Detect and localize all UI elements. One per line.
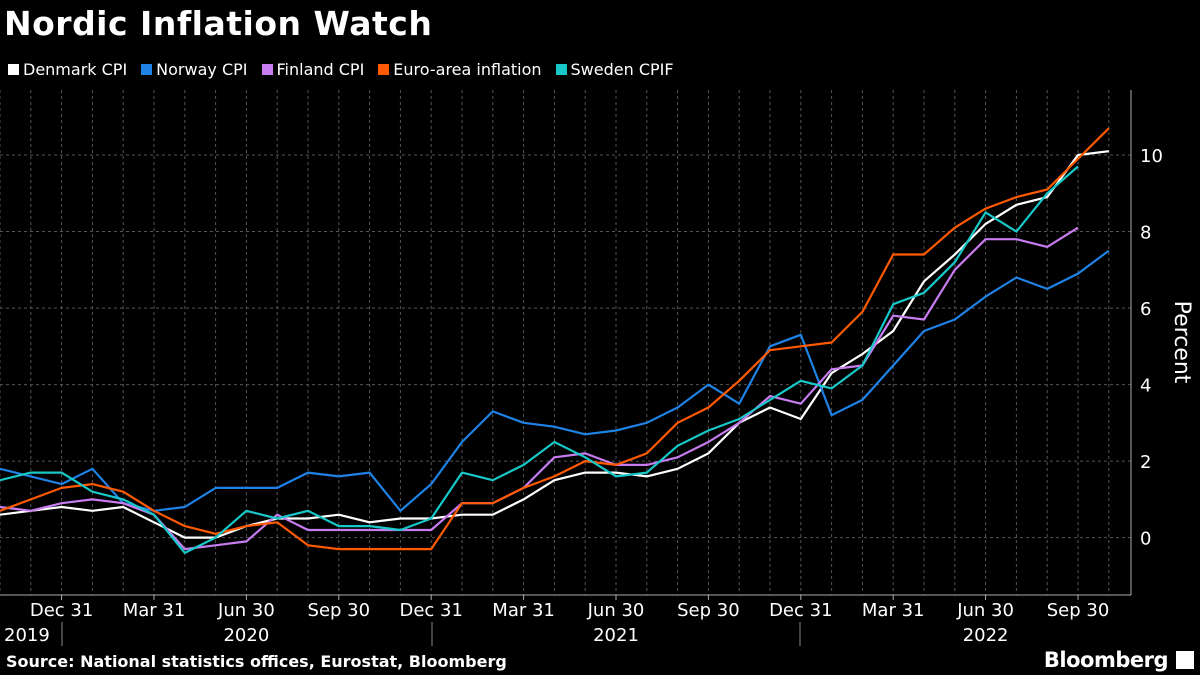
x-tick-label: Mar 31 bbox=[123, 600, 186, 621]
chart-title: Nordic Inflation Watch bbox=[4, 4, 433, 43]
legend-item: Norway CPI bbox=[141, 60, 248, 79]
x-tick-label: Mar 31 bbox=[862, 600, 925, 621]
x-tick-label: Dec 31 bbox=[769, 600, 832, 621]
y-axis-label: Percent bbox=[1169, 301, 1194, 384]
y-tick-label: 0 bbox=[1140, 529, 1151, 550]
y-tick-label: 8 bbox=[1140, 223, 1151, 244]
legend-item: Euro-area inflation bbox=[378, 60, 542, 79]
legend-swatch bbox=[8, 64, 19, 75]
bloomberg-logo: Bloomberg bbox=[1043, 648, 1169, 672]
legend-swatch bbox=[555, 64, 567, 75]
year-label: 2021 bbox=[593, 625, 639, 646]
year-label: 2019 bbox=[4, 625, 50, 646]
x-tick-label: Sep 30 bbox=[308, 600, 371, 621]
x-tick-label: Jun 30 bbox=[217, 600, 275, 621]
legend-label: Sweden CPIF bbox=[570, 60, 674, 79]
y-tick-label: 2 bbox=[1140, 452, 1151, 473]
legend-label: Finland CPI bbox=[276, 60, 365, 79]
series-line-sweden-cpif bbox=[0, 165, 1079, 554]
x-tick-label: Mar 31 bbox=[492, 600, 555, 621]
year-label: 2022 bbox=[963, 625, 1009, 646]
x-tick-label: Dec 31 bbox=[30, 600, 93, 621]
legend-item: Sweden CPIF bbox=[555, 60, 674, 79]
x-tick-label: Jun 30 bbox=[587, 600, 645, 621]
legend-swatch bbox=[378, 64, 390, 75]
x-tick-label: Sep 30 bbox=[1047, 600, 1110, 621]
legend-label: Euro-area inflation bbox=[393, 60, 542, 79]
legend-label: Denmark CPI bbox=[23, 60, 128, 79]
legend-swatch bbox=[261, 64, 273, 75]
legend-label: Norway CPI bbox=[156, 60, 248, 79]
bloomberg-icon bbox=[1176, 651, 1194, 669]
source-note: Source: National statistics offices, Eur… bbox=[6, 652, 507, 671]
legend-item: Denmark CPI bbox=[8, 60, 127, 79]
x-tick-label: Sep 30 bbox=[677, 600, 740, 621]
legend-swatch bbox=[141, 64, 153, 75]
y-tick-label: 10 bbox=[1140, 146, 1163, 167]
year-label: 2020 bbox=[223, 625, 269, 646]
x-tick-label: Jun 30 bbox=[956, 600, 1014, 621]
legend-item: Finland CPI bbox=[261, 60, 365, 79]
legend: Denmark CPI Norway CPI Finland CPI Euro-are… bbox=[8, 60, 674, 79]
y-tick-label: 4 bbox=[1140, 376, 1151, 397]
x-tick-label: Dec 31 bbox=[399, 600, 462, 621]
y-tick-label: 6 bbox=[1140, 299, 1151, 320]
series-line-finland-cpi bbox=[0, 226, 1079, 551]
